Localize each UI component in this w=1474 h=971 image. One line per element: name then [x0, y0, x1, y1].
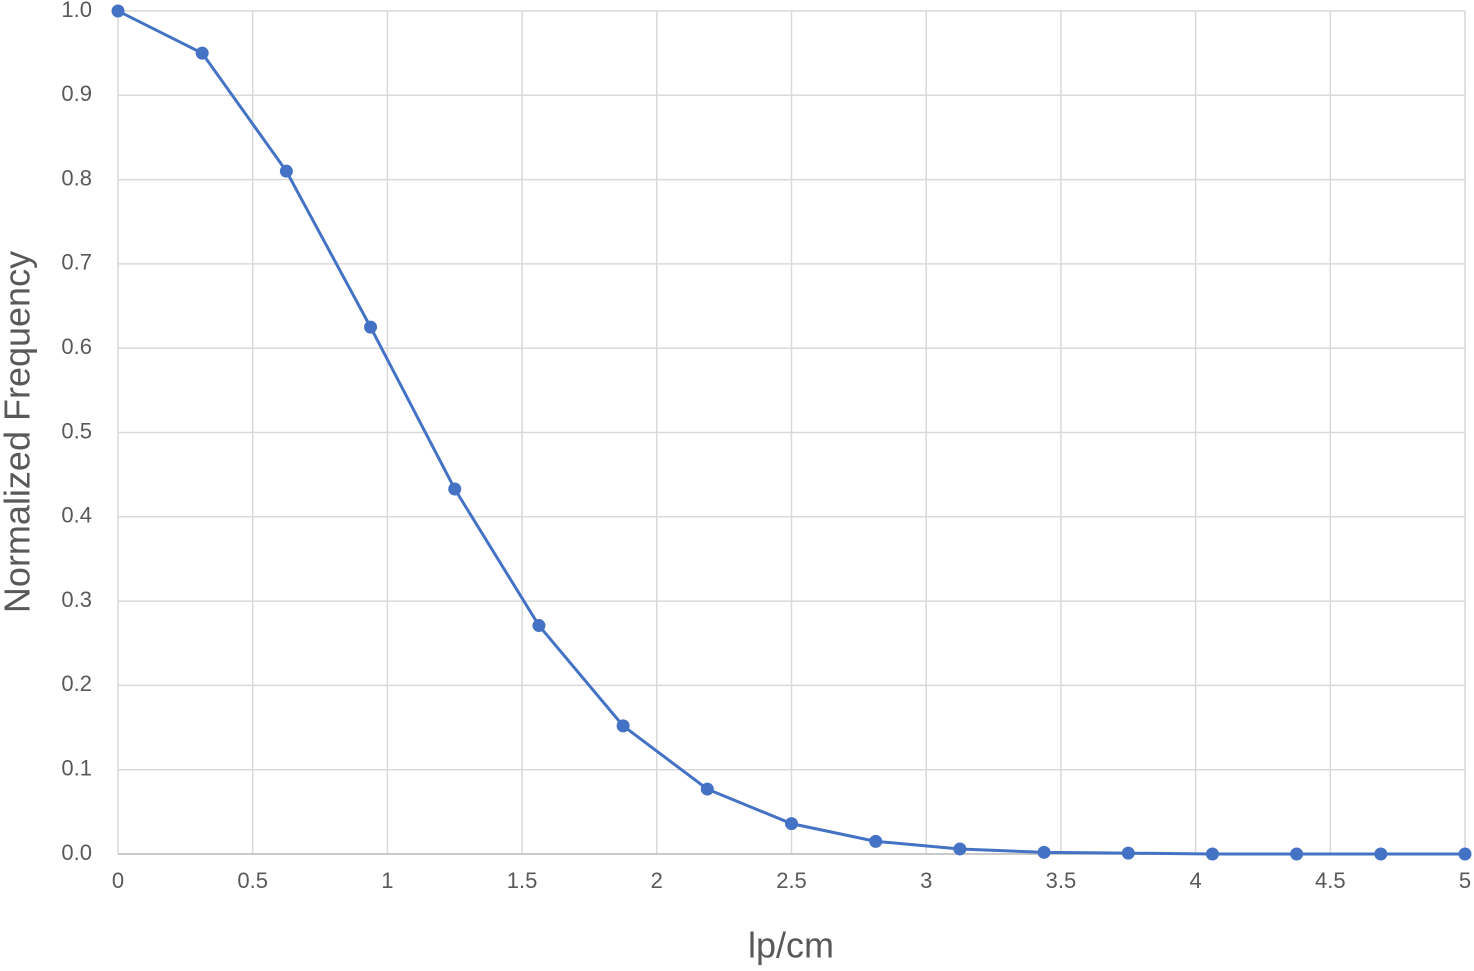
- marker: [700, 782, 714, 796]
- x-tick-label: 3: [920, 868, 932, 893]
- x-tick-label: 2: [651, 868, 663, 893]
- y-tick-label: 0.4: [61, 503, 92, 528]
- marker: [1037, 845, 1051, 859]
- marker: [1121, 846, 1135, 860]
- marker: [279, 164, 293, 178]
- y-tick-label: 0.2: [61, 671, 92, 696]
- y-tick-label: 0.7: [61, 250, 92, 275]
- x-tick-label: 3.5: [1046, 868, 1077, 893]
- y-tick-label: 0.6: [61, 334, 92, 359]
- x-tick-label: 2.5: [776, 868, 807, 893]
- x-tick-label: 5: [1459, 868, 1471, 893]
- x-tick-label: 0: [112, 868, 124, 893]
- marker: [1458, 847, 1472, 861]
- y-tick-label: 1.0: [61, 0, 92, 22]
- x-tick-label: 4.5: [1315, 868, 1346, 893]
- marker: [869, 834, 883, 848]
- marker: [785, 817, 798, 831]
- y-tick-label: 0.8: [61, 165, 92, 190]
- y-tick-label: 0.5: [61, 418, 92, 443]
- marker: [111, 4, 125, 18]
- y-tick-label: 0.9: [61, 81, 92, 106]
- x-tick-label: 1.5: [507, 868, 538, 893]
- marker: [532, 619, 546, 633]
- marker: [1374, 847, 1388, 861]
- marker: [616, 719, 630, 733]
- marker: [1205, 847, 1219, 861]
- marker: [195, 46, 209, 60]
- marker: [364, 320, 378, 334]
- x-tick-label: 1: [381, 868, 393, 893]
- y-axis-title: Normalized Frequency: [0, 251, 38, 613]
- x-axis-title: lp/cm: [748, 925, 834, 966]
- y-tick-label: 0.3: [61, 587, 92, 612]
- y-tick-label: 0.1: [61, 756, 92, 781]
- marker: [953, 842, 967, 856]
- marker: [1290, 847, 1304, 861]
- x-tick-label: 4: [1189, 868, 1201, 893]
- x-tick-label: 0.5: [237, 868, 268, 893]
- y-tick-label: 0.0: [61, 840, 92, 865]
- marker: [448, 482, 462, 496]
